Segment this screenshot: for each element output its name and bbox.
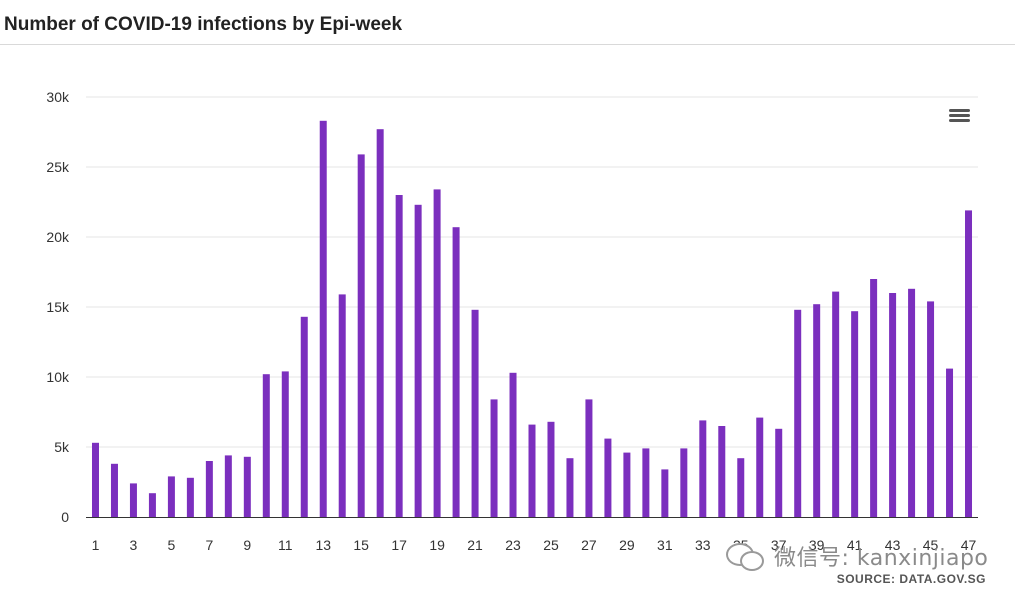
bar[interactable] (528, 424, 536, 517)
menu-line (949, 109, 970, 112)
bar[interactable] (319, 120, 327, 518)
x-tick-label: 21 (467, 537, 483, 553)
x-tick-label: 11 (278, 537, 293, 553)
bar[interactable] (775, 428, 783, 517)
x-tick-label: 13 (315, 537, 331, 553)
bar[interactable] (604, 438, 612, 517)
bar[interactable] (186, 477, 194, 517)
bar[interactable] (870, 279, 878, 517)
bar[interactable] (376, 129, 384, 517)
y-tick-label: 25k (46, 159, 70, 175)
bar[interactable] (680, 448, 688, 517)
x-tick-label: 47 (961, 537, 977, 553)
x-axis-tick-labels: 1357911131517192123252729313335373941434… (92, 537, 977, 553)
x-tick-label: 7 (205, 537, 213, 553)
bar[interactable] (205, 461, 213, 517)
bar[interactable] (262, 374, 270, 517)
x-tick-label: 41 (847, 537, 863, 553)
bar[interactable] (756, 417, 764, 517)
x-tick-label: 17 (391, 537, 407, 553)
bar[interactable] (148, 493, 156, 517)
bar[interactable] (794, 309, 802, 517)
y-tick-label: 15k (46, 299, 70, 315)
wechat-icon (726, 541, 766, 571)
x-tick-label: 43 (885, 537, 901, 553)
bar[interactable] (737, 458, 745, 517)
y-tick-label: 30k (46, 89, 70, 105)
bar[interactable] (129, 483, 137, 517)
bar[interactable] (110, 463, 118, 517)
bar[interactable] (813, 304, 821, 517)
bar[interactable] (471, 309, 479, 517)
gridlines (86, 96, 978, 448)
bar[interactable] (851, 311, 859, 517)
bar[interactable] (414, 204, 422, 518)
x-tick-label: 3 (130, 537, 138, 553)
x-tick-label: 31 (657, 537, 673, 553)
bar[interactable] (433, 189, 441, 517)
y-tick-label: 10k (46, 369, 70, 385)
hamburger-menu-icon[interactable] (946, 104, 974, 128)
x-tick-label: 23 (505, 537, 521, 553)
bar[interactable] (509, 372, 517, 517)
title-divider (0, 44, 1015, 45)
bar[interactable] (243, 456, 251, 517)
bar[interactable] (300, 316, 308, 517)
bar[interactable] (623, 452, 631, 517)
x-tick-label: 19 (429, 537, 445, 553)
bar[interactable] (889, 293, 897, 517)
bar[interactable] (357, 154, 365, 517)
bar[interactable] (946, 368, 954, 517)
bars (91, 120, 973, 518)
menu-line (949, 119, 970, 122)
x-tick-label: 5 (168, 537, 176, 553)
bar[interactable] (490, 399, 498, 517)
x-tick-label: 33 (695, 537, 711, 553)
x-tick-label: 1 (92, 537, 100, 553)
x-tick-label: 45 (923, 537, 939, 553)
bar[interactable] (585, 399, 593, 517)
bar[interactable] (927, 301, 935, 517)
bar[interactable] (965, 210, 973, 517)
bar[interactable] (91, 442, 99, 517)
bar[interactable] (338, 294, 346, 517)
menu-line (949, 114, 970, 117)
bar[interactable] (281, 371, 289, 517)
watermark-text: 微信号: kanxinjiapo (774, 546, 989, 571)
chart-title: Number of COVID-19 infections by Epi-wee… (4, 14, 403, 35)
x-tick-label: 15 (353, 537, 369, 553)
bar[interactable] (908, 288, 916, 517)
bar[interactable] (167, 476, 175, 517)
bar[interactable] (452, 227, 460, 517)
x-tick-label: 39 (809, 537, 825, 553)
bar[interactable] (395, 195, 403, 517)
bar[interactable] (699, 420, 707, 517)
bar[interactable] (642, 448, 650, 517)
x-tick-label: 25 (543, 537, 559, 553)
x-tick-label: 9 (243, 537, 251, 553)
x-tick-label: 29 (619, 537, 635, 553)
bar[interactable] (566, 458, 574, 517)
x-tick-label: 27 (581, 537, 597, 553)
bar[interactable] (661, 469, 669, 517)
x-tick-label: 37 (771, 537, 787, 553)
bar[interactable] (547, 421, 555, 517)
bar[interactable] (224, 455, 232, 517)
source-label: SOURCE: DATA.GOV.SG (836, 572, 986, 586)
bar[interactable] (832, 291, 840, 517)
y-tick-label: 0 (61, 509, 69, 525)
y-tick-label: 20k (46, 229, 70, 245)
y-axis-tick-labels: 0 5k 10k 15k 20k 25k 30k (46, 89, 70, 525)
watermark: 微信号: kanxinjiapo (726, 540, 988, 572)
bar[interactable] (718, 426, 726, 517)
y-tick-label: 5k (54, 439, 70, 455)
